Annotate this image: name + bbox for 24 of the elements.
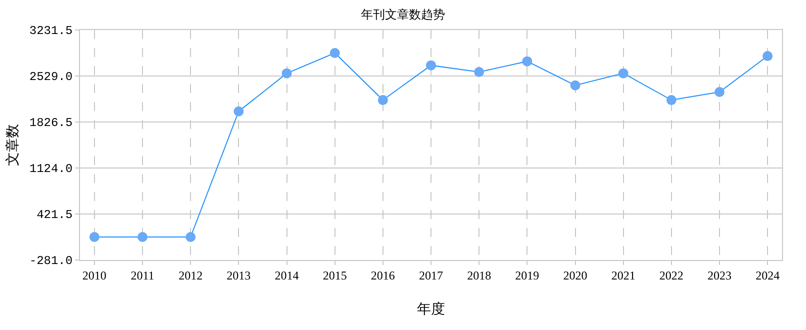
x-tick-label: 2021: [611, 268, 636, 282]
y-tick-label: -281.0: [29, 254, 73, 268]
x-tick-label: 2023: [707, 268, 732, 282]
x-tick-label: 2019: [515, 268, 540, 282]
x-tick-label: 2018: [467, 268, 492, 282]
x-tick-label: 2022: [659, 268, 684, 282]
y-tick-label: 1124.0: [29, 162, 73, 176]
x-tick-label: 2014: [274, 268, 299, 282]
y-tick-label: 1826.5: [29, 116, 73, 130]
x-tick-label: 2024: [756, 268, 780, 282]
x-tick-label: 2010: [82, 268, 106, 282]
x-tick-label: 2020: [563, 268, 588, 282]
x-tick-label: 2011: [130, 268, 154, 282]
y-axis-title: 文章数: [4, 124, 21, 166]
x-tick-label: 2016: [370, 268, 395, 282]
chart-title: 年刊文章数趋势: [361, 7, 445, 22]
y-tick-label: 2529.0: [29, 70, 73, 84]
y-tick-label: 3231.5: [29, 24, 73, 38]
x-tick-label: 2017: [419, 268, 443, 282]
x-tick-label: 2015: [322, 268, 347, 282]
x-tick-label: 2012: [178, 268, 203, 282]
x-axis-title: 年度: [417, 302, 445, 318]
x-tick-label: 2013: [226, 268, 251, 282]
y-tick-label: 421.5: [36, 208, 73, 222]
